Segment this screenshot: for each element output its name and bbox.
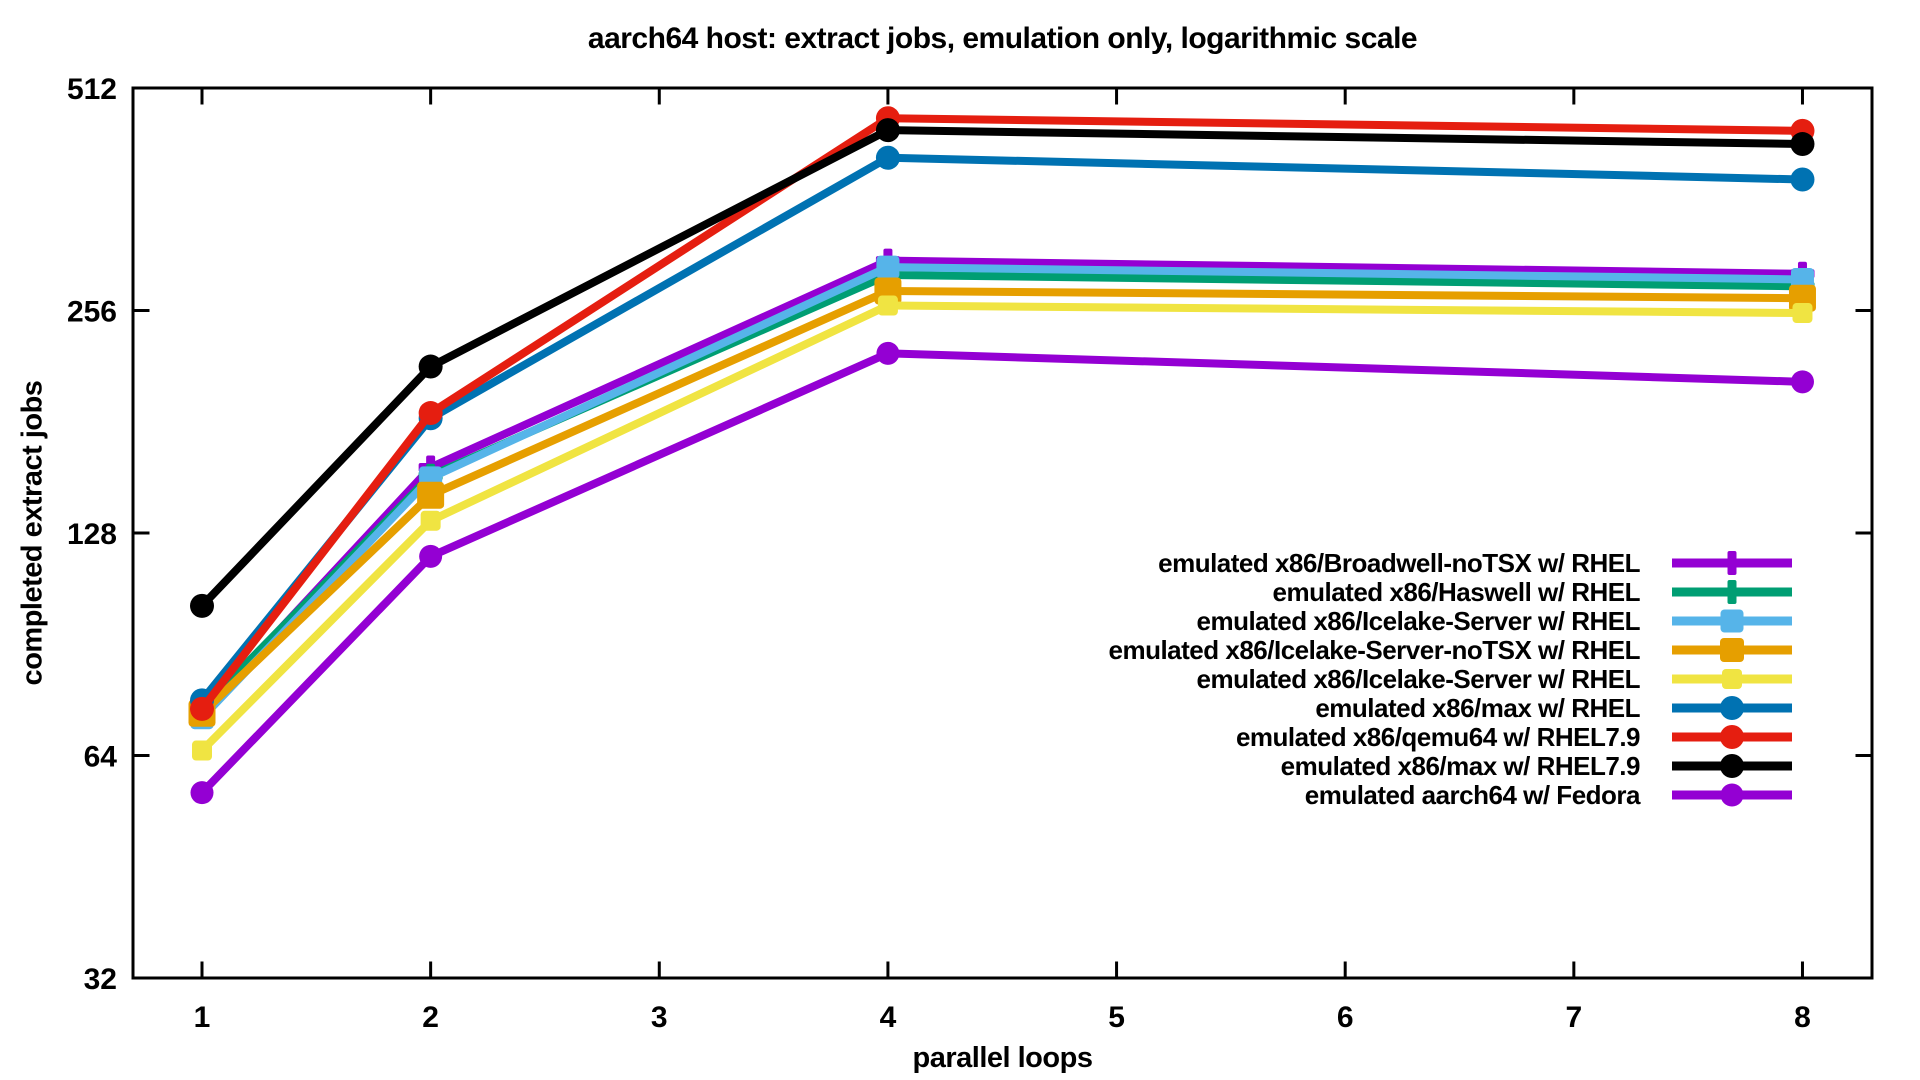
series-marker bbox=[1720, 609, 1744, 633]
y-tick-label: 128 bbox=[67, 518, 117, 551]
series-marker bbox=[190, 781, 214, 805]
series-line-8 bbox=[198, 349, 1807, 797]
series-marker bbox=[417, 481, 445, 509]
y-tick-label: 512 bbox=[67, 73, 117, 106]
legend-item-label: emulated aarch64 w/ Fedora bbox=[1305, 780, 1641, 810]
series-line-2 bbox=[198, 263, 1807, 722]
series-line-6 bbox=[198, 114, 1807, 713]
series-line-3 bbox=[198, 287, 1807, 718]
series-marker bbox=[418, 401, 443, 426]
series-marker bbox=[1722, 669, 1742, 689]
x-tick-label: 1 bbox=[194, 1001, 211, 1034]
legend-item-label: emulated x86/Icelake-Server-noTSX w/ RHE… bbox=[1109, 635, 1641, 665]
series-marker bbox=[1727, 551, 1737, 575]
series-marker bbox=[419, 544, 443, 568]
chart-title: aarch64 host: extract jobs, emulation on… bbox=[587, 22, 1418, 55]
legend-item-label: emulated x86/Icelake-Server w/ RHEL bbox=[1196, 606, 1640, 636]
legend-item-label: emulated x86/Haswell w/ RHEL bbox=[1273, 577, 1641, 607]
x-tick-label: 4 bbox=[880, 1001, 897, 1034]
series-marker bbox=[1790, 167, 1815, 192]
y-tick-label: 64 bbox=[84, 741, 118, 774]
series-marker bbox=[1790, 370, 1814, 394]
series-marker bbox=[876, 255, 900, 279]
series-marker bbox=[875, 118, 900, 143]
series-marker bbox=[876, 341, 900, 365]
series-line-7 bbox=[198, 126, 1807, 610]
y-tick-label: 256 bbox=[67, 296, 117, 329]
series-marker bbox=[1727, 580, 1737, 604]
series-marker bbox=[1720, 783, 1744, 807]
series-marker bbox=[1720, 638, 1744, 662]
series-marker bbox=[420, 510, 441, 531]
series-marker bbox=[1790, 132, 1815, 157]
plot-border bbox=[131, 86, 1874, 980]
x-tick-label: 2 bbox=[422, 1001, 439, 1034]
series-marker bbox=[1720, 696, 1744, 720]
series-marker bbox=[1720, 725, 1744, 749]
x-tick-label: 5 bbox=[1108, 1001, 1125, 1034]
series-marker bbox=[1792, 303, 1813, 324]
series-marker bbox=[875, 145, 900, 170]
y-tick-label: 32 bbox=[84, 963, 117, 996]
series-line-4 bbox=[198, 301, 1807, 755]
legend-item-label: emulated x86/Icelake-Server w/ RHEL bbox=[1196, 664, 1640, 694]
series-marker bbox=[190, 696, 214, 721]
legend-item-label: emulated x86/Broadwell-noTSX w/ RHEL bbox=[1158, 548, 1640, 578]
legend-item-label: emulated x86/max w/ RHEL7.9 bbox=[1281, 751, 1640, 781]
x-tick-label: 3 bbox=[651, 1001, 668, 1034]
legend-item-label: emulated x86/max w/ RHEL bbox=[1315, 693, 1640, 723]
series-marker bbox=[877, 295, 898, 316]
series-marker bbox=[192, 740, 212, 761]
series-marker bbox=[418, 354, 443, 379]
x-axis-label: parallel loops bbox=[912, 1042, 1093, 1074]
legend-item-label: emulated x86/qemu64 w/ RHEL7.9 bbox=[1236, 722, 1640, 752]
x-tick-label: 8 bbox=[1794, 1001, 1811, 1034]
y-axis-label: completed extract jobs bbox=[16, 380, 49, 686]
x-tick-label: 6 bbox=[1337, 1001, 1354, 1034]
series-marker bbox=[190, 593, 214, 618]
x-tick-label: 7 bbox=[1565, 1001, 1582, 1034]
series-marker bbox=[1720, 754, 1744, 778]
